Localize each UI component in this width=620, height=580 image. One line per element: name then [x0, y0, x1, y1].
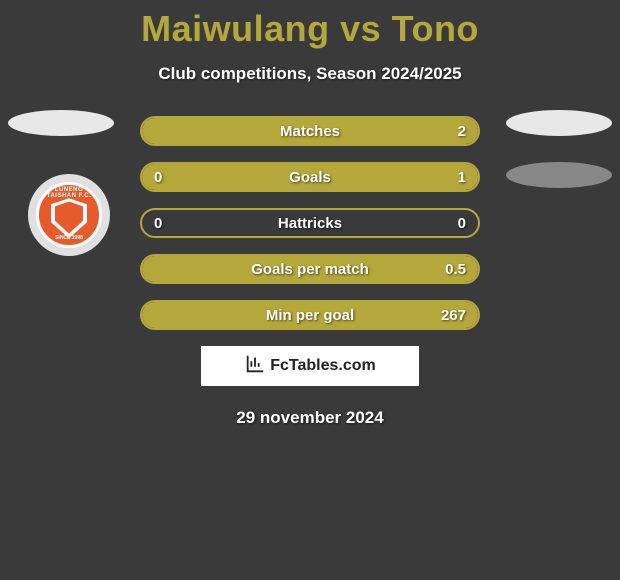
player-left-avatar-placeholder [8, 110, 114, 136]
stat-label: Goals per match [251, 261, 369, 278]
comparison-panel: LUNENG TAISHAN F.C. SINCE 1998 Matches 2 0… [0, 116, 620, 428]
stat-value-left: 0 [154, 169, 162, 186]
branding-banner[interactable]: FcTables.com [201, 346, 419, 386]
player-right-club-placeholder [506, 162, 612, 188]
stat-row: Matches 2 [140, 116, 480, 146]
stat-row: Min per goal 267 [140, 300, 480, 330]
chart-icon [244, 353, 266, 380]
update-date: 29 november 2024 [0, 408, 620, 428]
stat-label: Min per goal [266, 307, 354, 324]
branding-text: FcTables.com [270, 357, 376, 375]
player-right-avatar-placeholder [506, 110, 612, 136]
stats-list: Matches 2 0 Goals 1 0 Hattricks 0 Goals per matc… [140, 116, 480, 330]
stat-label: Goals [289, 169, 331, 186]
page-title: Maiwulang vs Tono [0, 0, 620, 50]
club-badge-since-text: SINCE 1998 [39, 235, 99, 241]
stat-value-right: 0.5 [445, 261, 466, 278]
stat-value-right: 267 [441, 307, 466, 324]
stat-label: Hattricks [278, 215, 342, 232]
stat-row: 0 Goals 1 [140, 162, 480, 192]
player-left-club-badge: LUNENG TAISHAN F.C. SINCE 1998 [28, 174, 110, 256]
stat-row: 0 Hattricks 0 [140, 208, 480, 238]
stat-value-right: 0 [458, 215, 466, 232]
stat-value-left: 0 [154, 215, 162, 232]
stat-row: Goals per match 0.5 [140, 254, 480, 284]
stat-label: Matches [280, 123, 340, 140]
stat-value-right: 1 [458, 169, 466, 186]
stat-value-right: 2 [458, 123, 466, 140]
subtitle: Club competitions, Season 2024/2025 [0, 64, 620, 84]
club-badge-inner: LUNENG TAISHAN F.C. SINCE 1998 [36, 182, 102, 248]
